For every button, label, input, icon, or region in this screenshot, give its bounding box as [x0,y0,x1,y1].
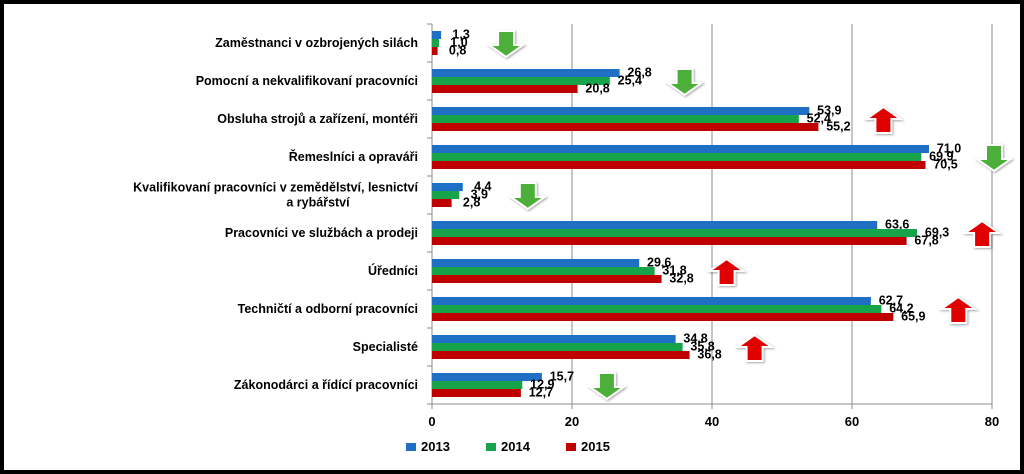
legend-label: 2014 [501,439,531,454]
data-label: 63,6 [885,218,909,232]
bar-2014 [432,39,439,47]
bar-2014 [432,229,918,237]
category-label: Zaměstnanci v ozbrojených silách [215,36,418,50]
bar-2013 [432,297,871,305]
category-label: Úředníci [368,263,418,278]
bar-2014 [432,267,655,275]
data-label: 67,8 [914,234,938,248]
bar-2015 [432,161,926,169]
category-label: Pomocní a nekvalifikovaní pracovníci [196,74,418,88]
data-label: 32,8 [669,272,693,286]
legend-swatch [486,443,496,451]
category-label: Specialisté [353,340,418,354]
bar-2013 [432,335,676,343]
x-tick-label: 40 [705,414,719,429]
bar-2014 [432,153,922,161]
bar-2014 [432,343,683,351]
bar-2015 [432,237,907,245]
data-label: 65,9 [901,310,925,324]
data-label: 55,2 [826,120,850,134]
trend-down-arrow-icon [973,144,1015,173]
bar-2014 [432,381,523,389]
data-label: 35,8 [690,340,714,354]
data-label: 31,8 [662,264,686,278]
trend-down-arrow-icon [586,372,628,401]
legend-label: 2013 [421,439,450,454]
data-label: 3,9 [471,188,488,202]
data-label: 69,9 [929,150,953,164]
bar-2015 [432,199,452,207]
x-tick-label: 60 [845,414,859,429]
bar-2013 [432,373,542,381]
data-label: 26,8 [627,66,651,80]
category-label: Zákonodárci a řídící pracovníci [234,378,418,392]
data-label: 12,9 [530,378,554,392]
data-label: 25,4 [618,74,642,88]
bar-2013 [432,145,929,153]
bar-2015 [432,85,578,93]
bar-2015 [432,313,894,321]
trend-up-arrow-icon [734,333,775,362]
category-label: Obsluha strojů a zařízení, montéři [217,112,418,126]
data-label: 62,7 [879,294,903,308]
bar-2015 [432,351,690,359]
category-label: Pracovníci ve službách a prodeji [225,226,418,240]
bar-2014 [432,305,882,313]
bar-2013 [432,107,810,115]
x-tick-label: 20 [565,414,579,429]
bar-2013 [432,221,878,229]
data-label: 70,5 [933,158,957,172]
data-label: 64,2 [889,302,913,316]
category-label: Řemeslníci a opraváři [289,149,418,164]
bar-2015 [432,123,819,131]
trend-down-arrow-icon [485,30,527,59]
data-label: 71,0 [937,142,961,156]
data-label: 20,8 [585,82,609,96]
bar-2013 [432,259,640,267]
data-label: 36,8 [697,348,721,362]
category-label: Kvalifikovaní pracovníci v zemědělství, … [133,181,418,195]
bar-2013 [432,69,620,77]
data-label: 53,9 [817,104,841,118]
data-label: 0,8 [449,44,466,58]
trend-down-arrow-icon [507,182,548,211]
data-label: 29,6 [647,256,671,270]
bar-2015 [432,47,438,55]
data-label: 4,4 [474,180,491,194]
bar-2013 [432,183,463,191]
data-label: 34,8 [683,332,707,346]
bar-2015 [432,275,662,283]
bar-2013 [432,31,442,39]
data-label: 69,3 [925,226,949,240]
x-tick-label: 80 [985,414,999,429]
legend-swatch [566,443,576,451]
trend-up-arrow-icon [863,105,904,134]
data-label: 52,4 [807,112,831,126]
data-label: 2,8 [463,196,480,210]
trend-up-arrow-icon [706,257,747,286]
trend-down-arrow-icon [664,68,705,97]
x-tick-label: 0 [428,414,435,429]
category-label: Techničtí a odborní pracovníci [238,302,418,316]
bar-chart: 0 20 40 60 80 Zaměstnanci v ozbrojených silác… [133,23,1015,454]
data-label: 15,7 [550,370,574,384]
bar-2015 [432,389,521,397]
data-label: 1,0 [450,36,467,50]
legend-swatch [406,443,416,451]
chart-container: 0 20 40 60 80 Zaměstnanci v ozbrojených silác… [4,4,1020,470]
data-label: 12,7 [529,386,553,400]
data-label: 1,3 [452,28,469,42]
bar-2014 [432,191,460,199]
bar-2014 [432,115,799,123]
trend-up-arrow-icon [961,219,1003,248]
category-label: a rybářství [286,196,350,210]
legend-label: 2015 [581,439,610,454]
trend-up-arrow-icon [938,295,979,324]
bar-2014 [432,77,610,85]
